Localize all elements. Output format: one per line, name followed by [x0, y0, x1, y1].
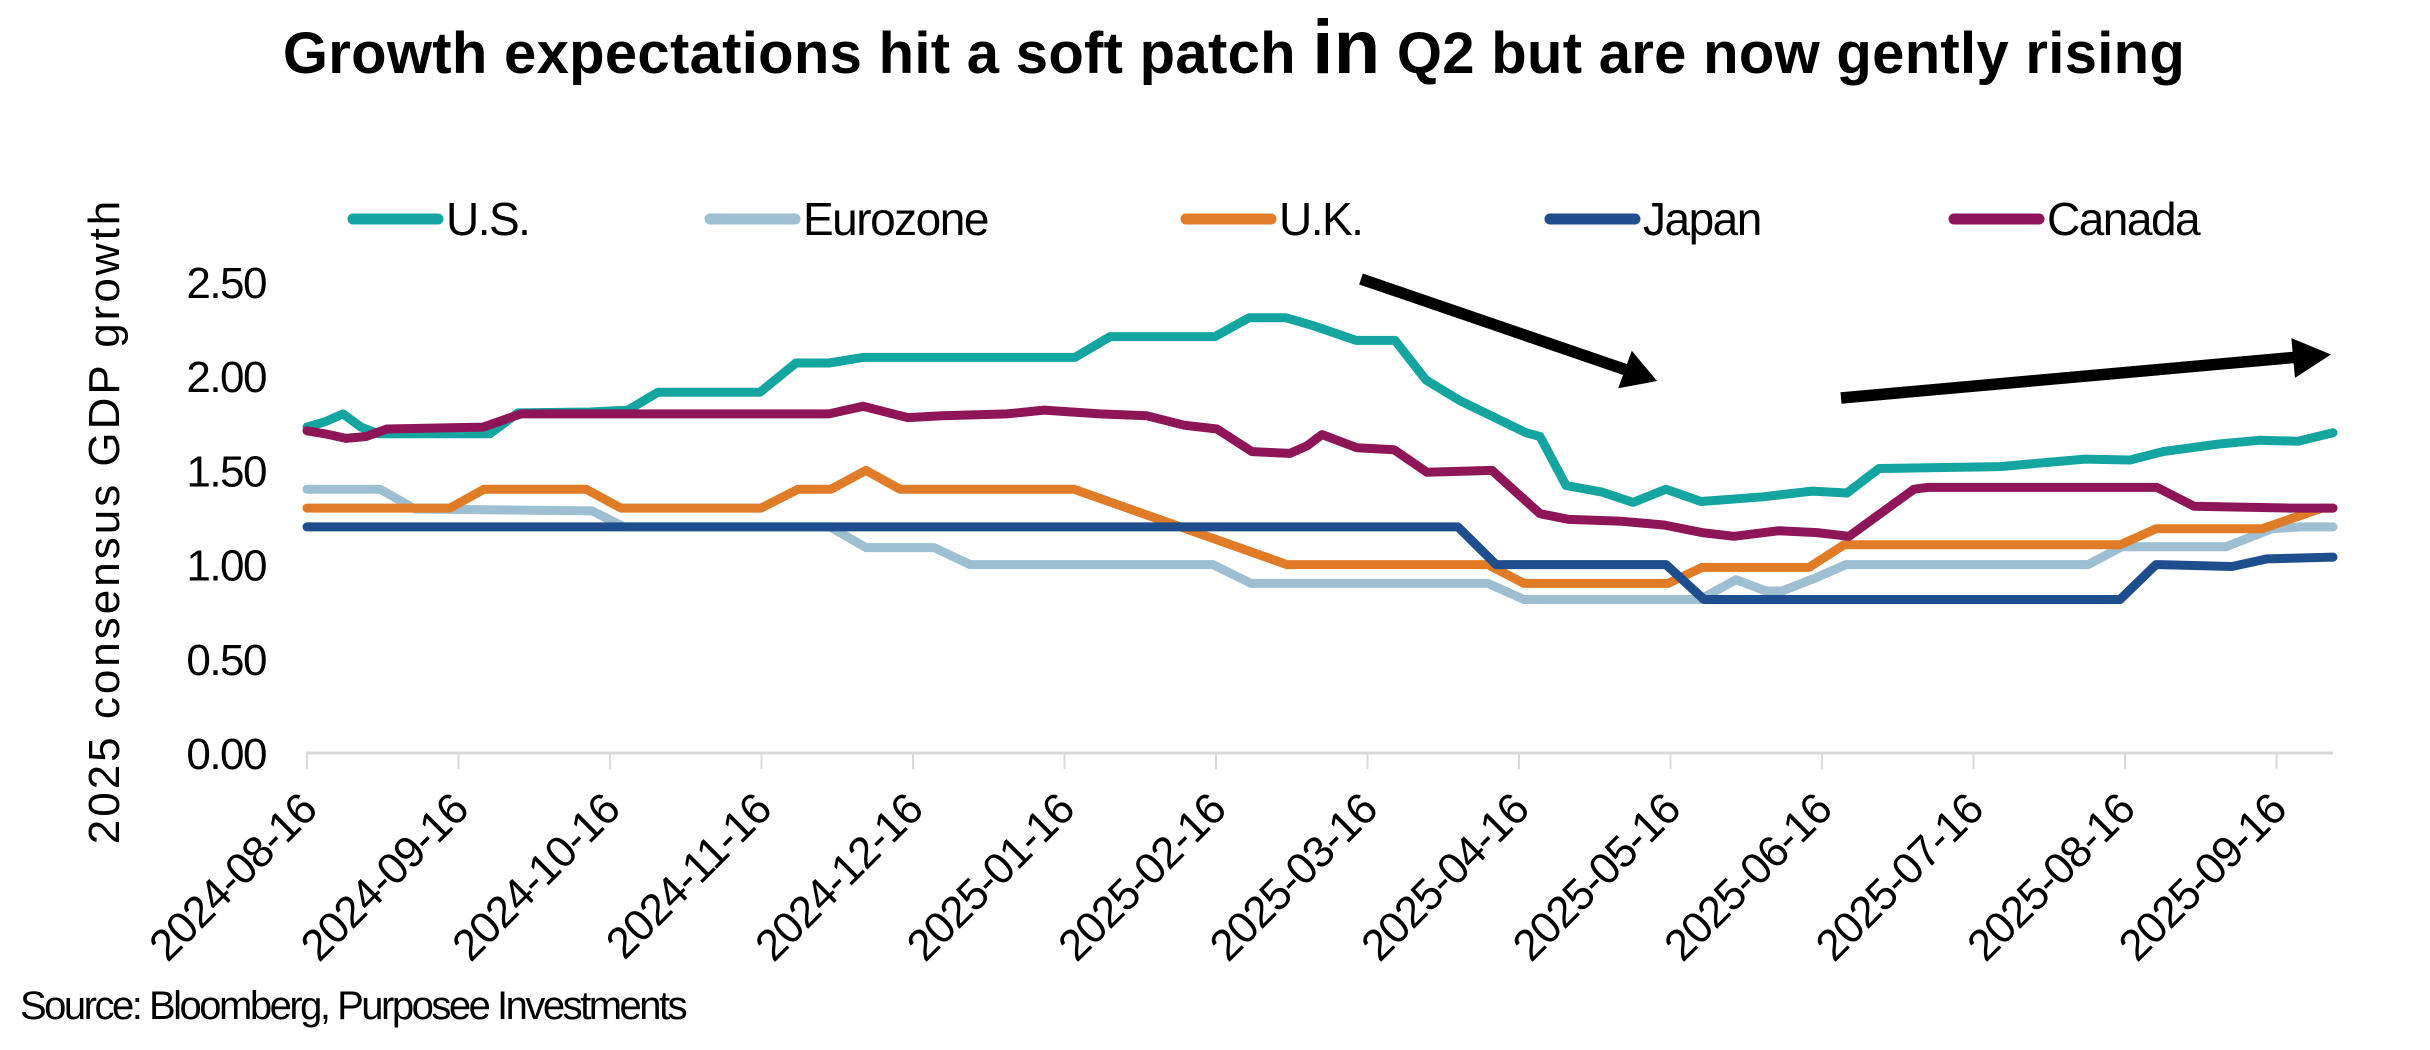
svg-text:2.50: 2.50: [186, 259, 266, 308]
svg-text:2.00: 2.00: [186, 353, 266, 402]
svg-text:U.S.: U.S.: [446, 193, 529, 245]
svg-text:0.00: 0.00: [186, 730, 266, 779]
svg-text:1.50: 1.50: [186, 447, 266, 496]
svg-text:Canada: Canada: [2047, 193, 2201, 245]
svg-text:U.K.: U.K.: [1279, 193, 1362, 245]
svg-text:2025 consensus GDP growth: 2025 consensus GDP growth: [80, 198, 129, 845]
svg-text:Source: Bloomberg, Purposee In: Source: Bloomberg, Purposee Investments: [20, 984, 687, 1028]
svg-text:1.00: 1.00: [186, 542, 266, 591]
svg-text:Japan: Japan: [1643, 193, 1761, 245]
svg-text:0.50: 0.50: [186, 636, 266, 685]
svg-text:Eurozone: Eurozone: [803, 193, 988, 245]
